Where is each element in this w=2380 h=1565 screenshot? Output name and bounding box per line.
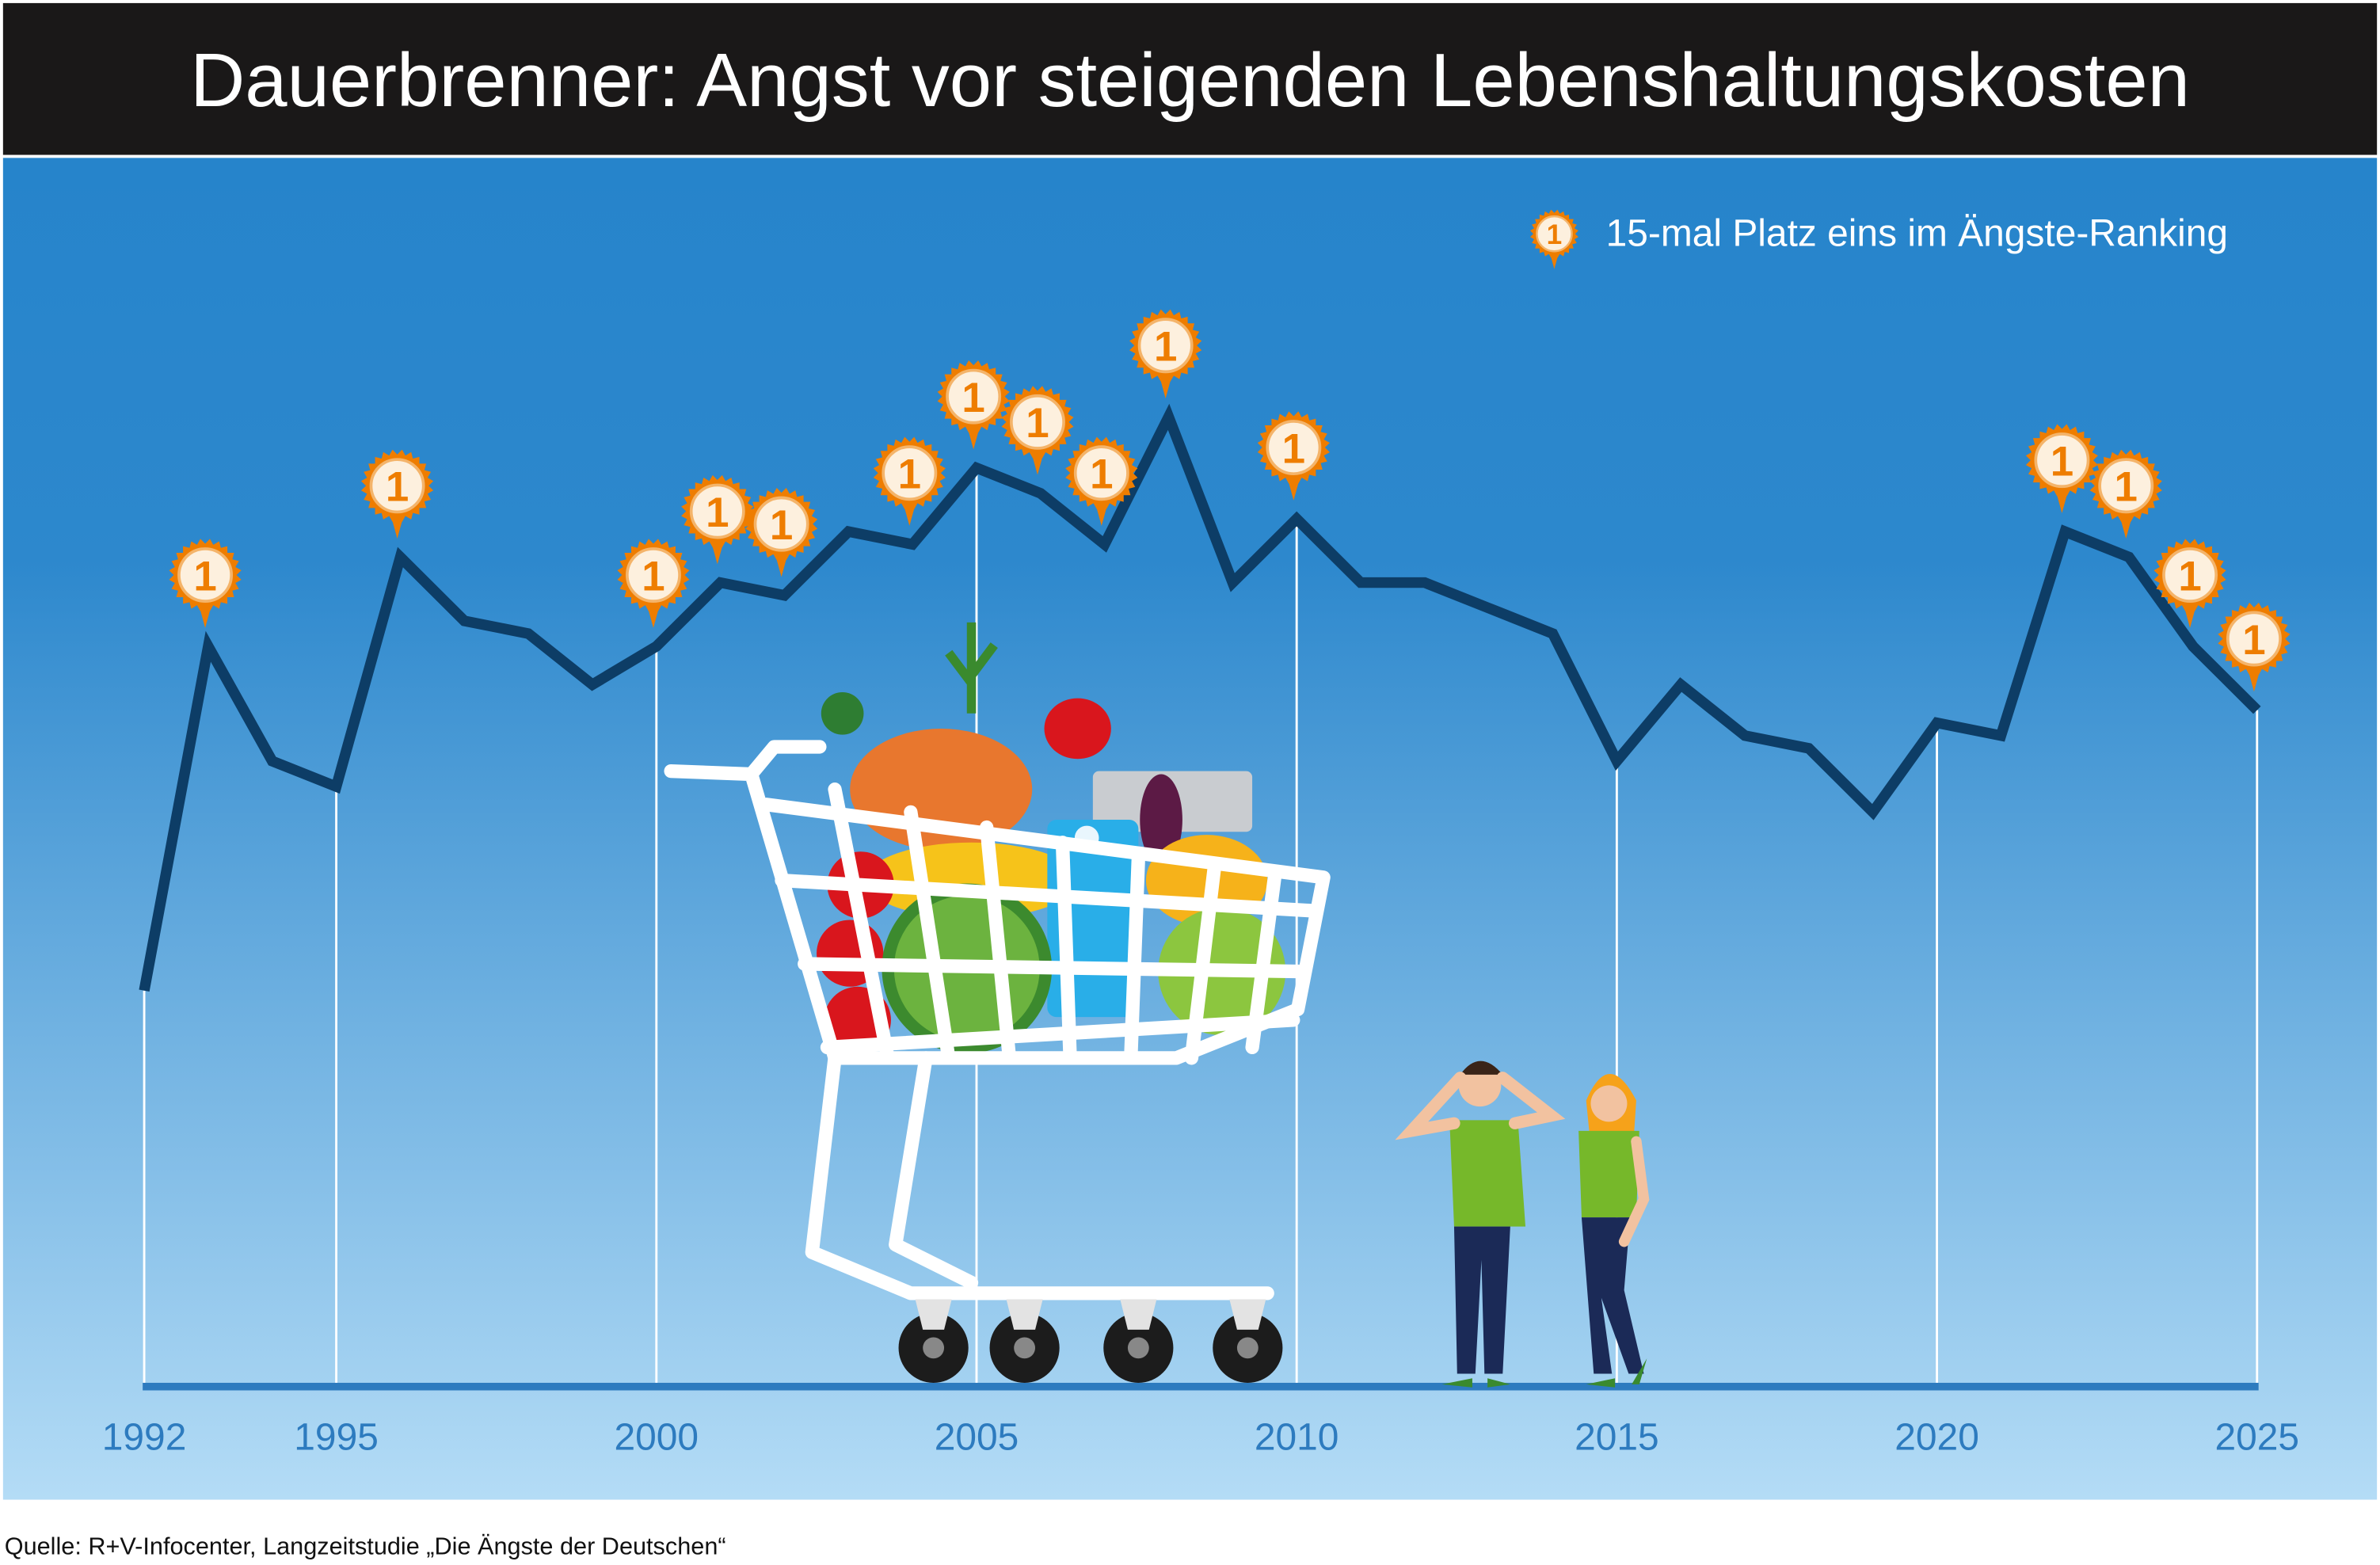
badge-label: 1 xyxy=(1282,425,1305,472)
legend: 1 15-mal Platz eins im Ängste-Ranking xyxy=(1529,209,2228,269)
chart-title: Dauerbrenner: Angst vor steigenden Leben… xyxy=(190,38,2190,123)
rank-one-badge: 1 xyxy=(2218,602,2291,692)
title-bar xyxy=(2,2,2378,155)
badge-label: 1 xyxy=(1547,219,1563,250)
rank-one-badge: 1 xyxy=(2025,424,2098,513)
badge-label: 1 xyxy=(1090,451,1113,498)
gridlines xyxy=(143,467,2259,1386)
x-tick-label: 2025 xyxy=(2214,1416,2299,1458)
x-tick-label: 2000 xyxy=(614,1416,699,1458)
rank-one-badge: 1 xyxy=(1129,309,1202,398)
x-tick-label: 2005 xyxy=(935,1416,1019,1458)
badge-label: 1 xyxy=(898,451,921,498)
rank-one-badge-icon: 1 xyxy=(1529,209,1578,269)
badge-label: 1 xyxy=(706,489,729,536)
badge-label: 1 xyxy=(1026,400,1049,447)
rank-one-badge: 1 xyxy=(681,474,754,565)
rank-one-badge: 1 xyxy=(873,436,946,526)
rank-one-badge: 1 xyxy=(2089,449,2162,539)
x-tick-label: 2015 xyxy=(1575,1416,1659,1458)
badge-label: 1 xyxy=(642,553,664,600)
badge-label: 1 xyxy=(386,464,409,511)
rank-one-badge: 1 xyxy=(2153,539,2226,628)
rank-one-badge: 1 xyxy=(617,539,690,628)
source-note: Quelle: R+V-Infocenter, Langzeitstudie „… xyxy=(5,1533,726,1560)
x-tick-label: 2020 xyxy=(1894,1416,1979,1458)
cart-frame xyxy=(664,740,1331,1300)
badge-label: 1 xyxy=(193,553,216,600)
series-line xyxy=(139,403,2261,992)
badge-label: 1 xyxy=(2178,553,2201,600)
badge-label: 1 xyxy=(2115,464,2138,511)
badge-label: 1 xyxy=(962,375,984,421)
legend-badge-icon: 1 xyxy=(1529,209,1578,269)
worried-man-illustration xyxy=(1395,1060,1566,1388)
rank-one-badge: 1 xyxy=(744,488,818,577)
rank-one-badge: 1 xyxy=(937,360,1010,450)
rank-one-badge: 1 xyxy=(360,449,434,539)
legend-text: 15-mal Platz eins im Ängste-Ranking xyxy=(1606,213,2228,255)
x-axis xyxy=(143,1382,2259,1391)
badge-label: 1 xyxy=(2051,438,2073,485)
badge-label: 1 xyxy=(2242,617,2265,664)
badge-label: 1 xyxy=(770,502,793,549)
badge-label: 1 xyxy=(1154,324,1177,371)
x-tick-label: 2010 xyxy=(1255,1416,1339,1458)
rank-one-badge: 1 xyxy=(1257,411,1331,501)
rank-one-badge: 1 xyxy=(169,539,242,628)
shopping-cart-illustration xyxy=(664,622,1331,1383)
x-tick-label: 1992 xyxy=(102,1416,187,1458)
worried-woman-illustration xyxy=(1578,1073,1650,1388)
rank-one-badge: 1 xyxy=(1065,436,1138,526)
x-tick-labels: 1992 1995 2000 2005 2010 2015 2020 2025 xyxy=(102,1416,2299,1458)
cart-wheels xyxy=(898,1299,1283,1383)
x-tick-label: 1995 xyxy=(294,1416,379,1458)
rank-one-badge: 1 xyxy=(1001,386,1074,475)
